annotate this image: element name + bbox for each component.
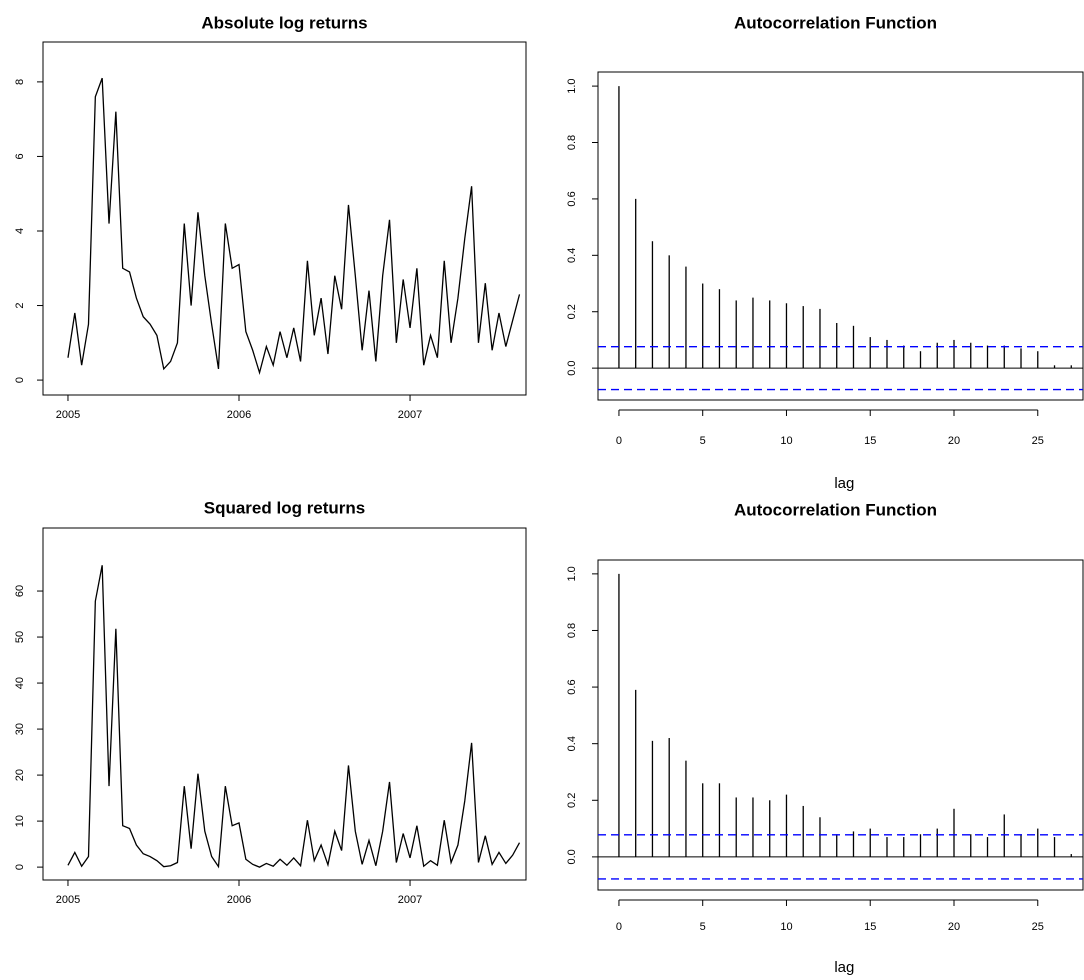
x-axis-label: lag [834,475,854,492]
x-tick-label: 10 [780,921,792,933]
x-tick-label: 2006 [227,409,251,421]
x-tick-label: 20 [948,435,960,447]
x-tick-label: 5 [700,921,706,933]
y-tick-label: 8 [14,79,26,85]
y-tick-label: 40 [14,677,26,689]
x-tick-label: 0 [616,435,622,447]
series-line [67,565,521,869]
y-tick-label: 0 [14,377,26,383]
plot-frame [42,527,527,881]
x-tick-label: 2007 [398,409,422,421]
y-tick-label: 4 [14,228,26,234]
chart-title: Squared log returns [204,498,366,517]
chart-title: Absolute log returns [201,13,367,32]
y-tick-label: 20 [14,769,26,781]
y-tick-label: 30 [14,723,26,735]
plot-frame [597,71,1084,401]
x-tick-label: 25 [1032,435,1044,447]
plot-frame [42,41,527,396]
y-tick-label: 0.4 [566,736,578,751]
x-tick-label: 15 [864,435,876,447]
x-tick-label: 2007 [398,894,422,906]
y-tick-label: 10 [14,815,26,827]
y-tick-label: 0 [14,864,26,870]
x-tick-label: 15 [864,921,876,933]
x-tick-label: 2005 [56,409,80,421]
x-tick-label: 5 [700,435,706,447]
x-axis-label: lag [834,959,854,976]
plot-frame [597,559,1084,891]
x-tick-label: 10 [780,435,792,447]
y-tick-label: 0.6 [566,679,578,694]
x-tick-label: 0 [616,921,622,933]
y-tick-label: 2 [14,302,26,308]
chart-title: Autocorrelation Function [734,13,937,32]
y-tick-label: 0.6 [566,191,578,206]
x-tick-label: 20 [948,921,960,933]
y-tick-label: 1.0 [566,78,578,93]
y-tick-label: 0.2 [566,793,578,808]
x-tick-label: 2006 [227,894,251,906]
y-tick-label: 0.2 [566,304,578,319]
y-tick-label: 0.8 [566,623,578,638]
x-tick-label: 25 [1032,921,1044,933]
y-tick-label: 0.4 [566,248,578,263]
y-tick-label: 0.0 [566,849,578,864]
x-tick-label: 2005 [56,894,80,906]
y-tick-label: 1.0 [566,566,578,581]
y-tick-label: 0.8 [566,135,578,150]
y-tick-label: 50 [14,631,26,643]
chart-title: Autocorrelation Function [734,500,937,519]
series-line [67,77,521,376]
y-tick-label: 60 [14,585,26,597]
y-tick-label: 0.0 [566,360,578,375]
y-tick-label: 6 [14,153,26,159]
